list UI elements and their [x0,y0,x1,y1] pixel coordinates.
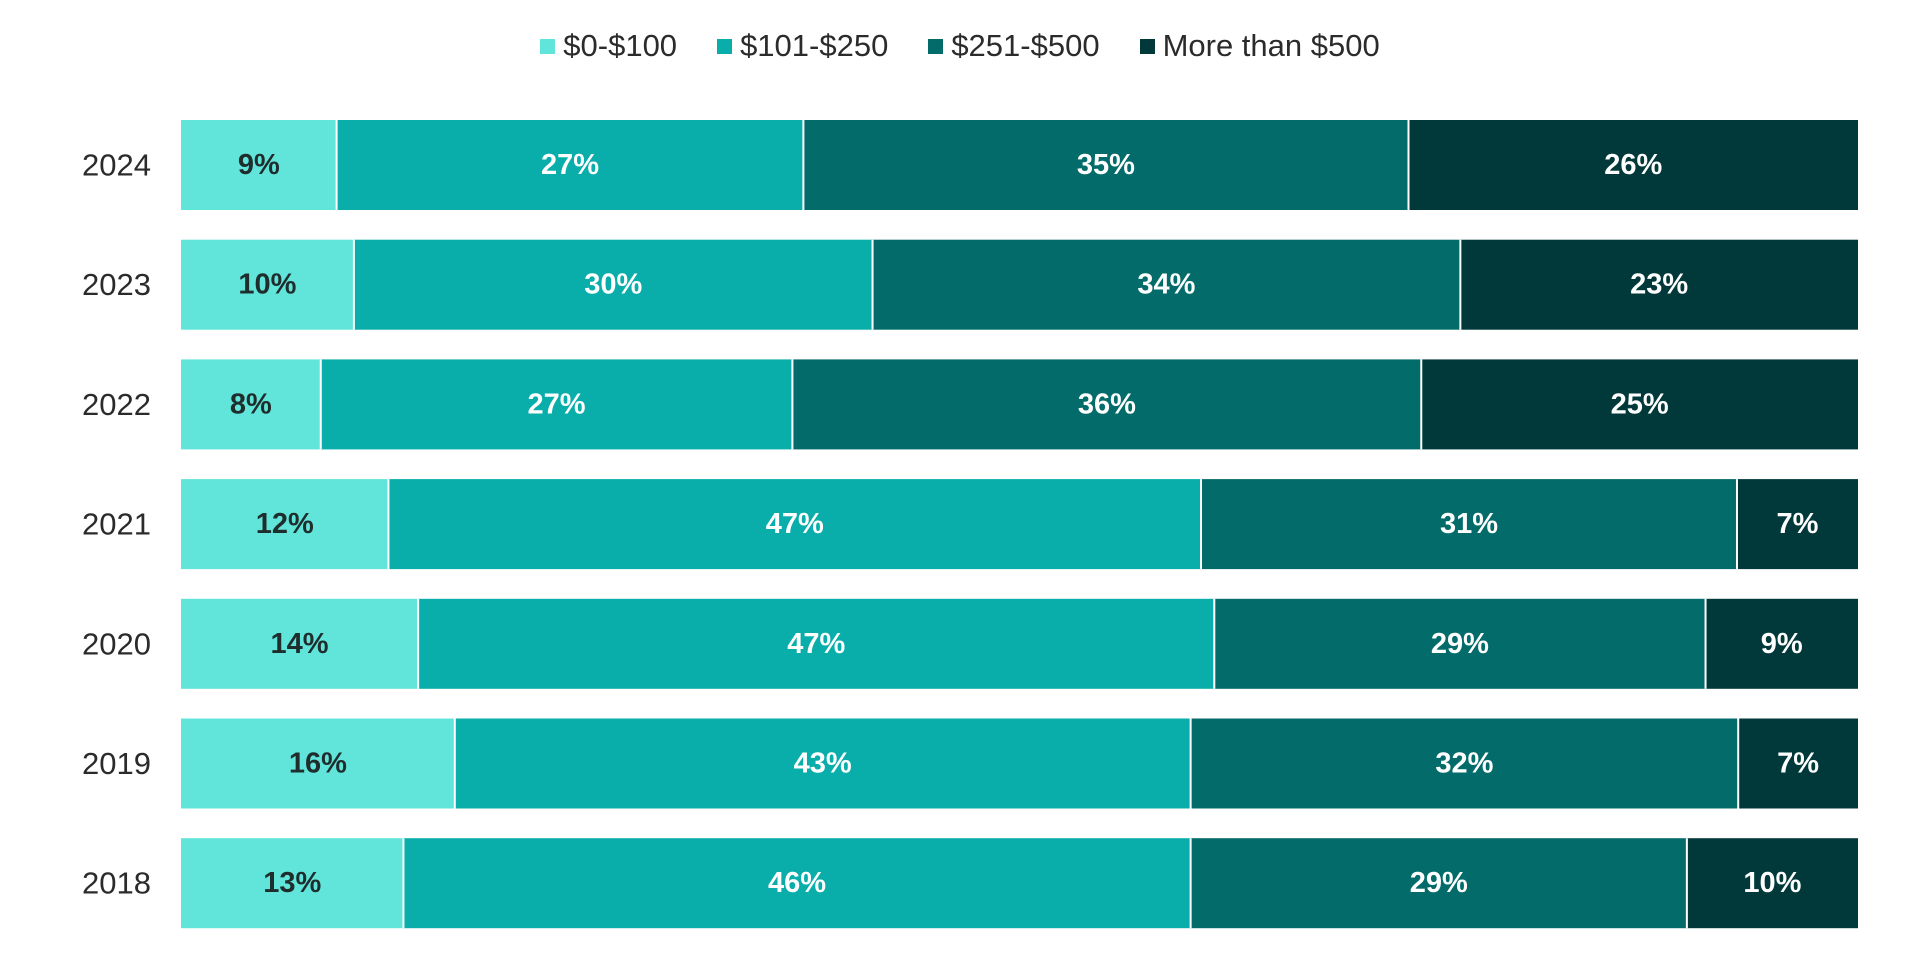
category-label: 2023 [82,267,151,302]
bar-segment [1738,718,1858,809]
bar-segment [1201,479,1737,570]
data-label: 35% [1077,149,1135,181]
legend-swatch [928,38,944,54]
category-label: 2024 [82,148,151,183]
bar-segment [388,479,1202,570]
legend-item: $0-$100 [540,28,677,64]
data-label: 29% [1431,628,1489,660]
legend-item: $251-$500 [928,28,1100,64]
data-label: 10% [238,269,296,301]
data-label: 29% [1410,867,1468,899]
category-label: 2018 [82,866,151,901]
data-label: 31% [1440,508,1498,540]
data-label: 14% [271,628,329,660]
bar-segment [803,120,1409,210]
data-label: 30% [584,269,642,301]
bar-segment [1214,598,1706,689]
data-label: 36% [1078,388,1136,420]
bar-segment [1460,239,1858,330]
bar-segment [181,239,354,330]
bar-segment [181,479,389,570]
legend-label: $101-$250 [740,28,889,63]
data-label: 23% [1630,269,1688,301]
data-label: 12% [256,508,314,540]
data-label: 26% [1604,149,1662,181]
data-label: 13% [263,867,321,899]
category-label: 2019 [82,746,151,781]
bar-segment [418,598,1215,689]
bar-segment [181,838,404,929]
legend-item: $101-$250 [717,28,888,64]
data-label: 34% [1137,269,1195,301]
category-label: 2020 [82,626,151,661]
bar-segment [403,838,1191,929]
data-label: 47% [787,628,845,660]
bar-segment [872,239,1461,330]
legend: $0-$100 $101-$250 $251-$500 More than $500 [0,28,1920,64]
bar-segment [1686,838,1858,929]
bar-segment [181,120,337,210]
data-label: 7% [1777,748,1819,780]
bar-segment [1705,598,1858,689]
legend-swatch [717,38,733,54]
bar-segment [792,359,1422,450]
data-label: 27% [541,149,599,181]
category-label: 2022 [82,387,151,422]
bar-segment [181,718,455,809]
bar-segment [1736,479,1858,570]
data-label: 32% [1435,748,1493,780]
data-label: 46% [768,867,826,899]
data-label: 25% [1611,388,1669,420]
data-label: 7% [1777,508,1819,540]
bar-segment [1190,718,1739,809]
data-label: 10% [1743,867,1801,899]
bar-segment [181,598,419,689]
legend-label: $0-$100 [563,28,678,63]
legend-swatch [1139,38,1155,54]
bar-segment [1408,120,1858,210]
bar-segment [1190,838,1687,929]
bar-segment [336,120,804,210]
category-label: 2021 [82,507,151,542]
data-label: 47% [766,508,824,540]
legend-item: More than $500 [1139,28,1380,64]
data-label: 27% [528,388,586,420]
bar-segment [320,359,793,450]
data-label: 43% [794,748,852,780]
legend-swatch [540,38,556,54]
data-label: 9% [238,149,280,181]
bar-segment [181,359,321,450]
bar-segment [454,718,1191,809]
bar-segment [353,239,873,330]
data-label: 8% [230,388,272,420]
legend-label: $251-$500 [951,28,1100,63]
data-label: 9% [1761,628,1803,660]
legend-label: More than $500 [1162,28,1380,63]
bar-segment [1421,359,1858,450]
data-label: 16% [289,748,347,780]
